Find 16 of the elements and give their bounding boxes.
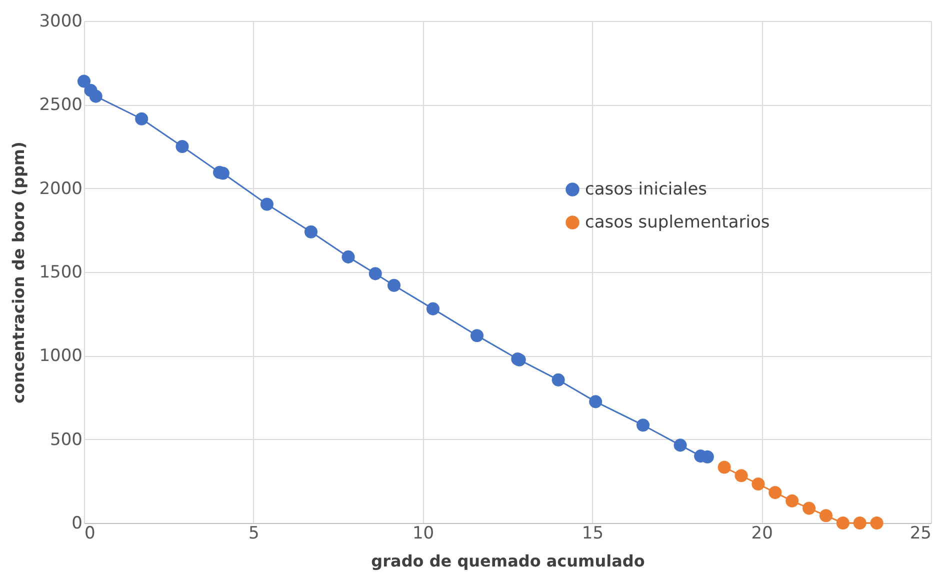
y-axis-title: concentracion de boro (ppm) — [9, 142, 28, 404]
y-tick-label: 2500 — [39, 95, 82, 116]
x-axis-title: grado de quemado acumulado — [371, 552, 645, 570]
y-tick-label: 2000 — [39, 178, 82, 199]
legend-label: casos iniciales — [585, 180, 708, 200]
y-tick-label: 1500 — [39, 262, 82, 282]
x-tick-label: 15 — [582, 524, 604, 544]
x-tick-label: 20 — [751, 524, 773, 544]
y-tick-label: 500 — [50, 430, 82, 450]
x-tick-label: 0 — [84, 524, 96, 544]
legend-label: casos suplementarios — [585, 212, 770, 232]
x-tick-label: 5 — [248, 524, 260, 544]
y-tick-label: 3000 — [39, 12, 82, 32]
x-tick-label: 25 — [910, 524, 932, 544]
y-tick-label: 1000 — [39, 346, 82, 366]
x-tick-label: 10 — [412, 524, 434, 544]
